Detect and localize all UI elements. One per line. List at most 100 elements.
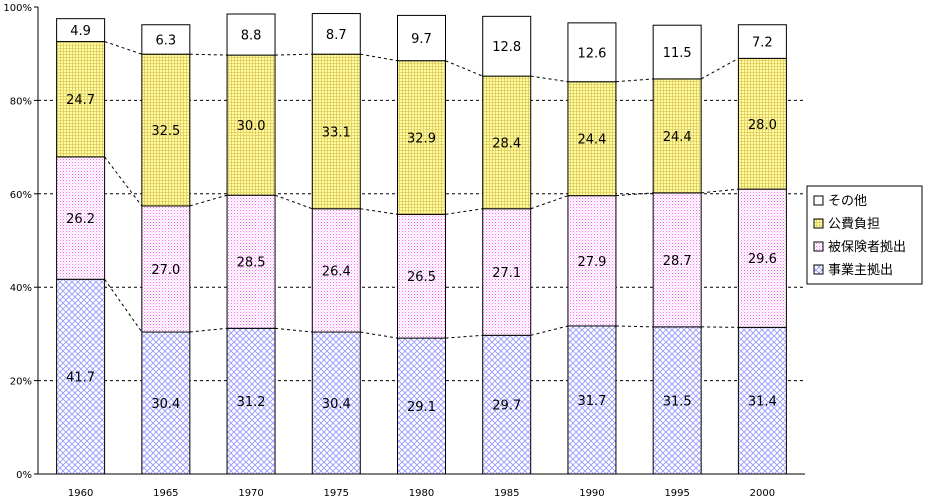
bar-other (737, 24, 787, 59)
bar-public (397, 60, 446, 215)
bar-public (482, 75, 532, 210)
series-line (700, 57, 739, 80)
x-tick-label: 1985 (494, 488, 519, 499)
bar-employer (482, 334, 532, 475)
data-label-employer: 30.4 (151, 397, 180, 412)
bar-public (141, 53, 191, 207)
bar-insured (141, 205, 191, 333)
data-label-other: 4.9 (70, 24, 91, 39)
y-tick-label: 40% (10, 283, 32, 294)
bar-other (567, 22, 617, 83)
data-label-employer: 29.1 (407, 400, 436, 415)
data-label-public: 24.4 (577, 133, 606, 148)
y-tick-label: 100% (3, 3, 32, 14)
bar-employer (397, 337, 446, 475)
legend-label-insured: 被保険者拠出 (828, 240, 906, 255)
bar-insured (482, 208, 532, 336)
legend-item-public: 公費負担 (813, 217, 880, 232)
legend-item-employer: 事業主拠出 (813, 262, 893, 278)
y-tick-label: 0% (16, 470, 32, 481)
legend-item-other: その他 (813, 194, 867, 209)
data-label-other: 12.6 (577, 46, 606, 61)
legend-label-employer: 事業主拠出 (828, 262, 893, 278)
y-tick-label: 60% (10, 190, 32, 201)
data-label-public: 24.4 (663, 130, 692, 145)
series-line (360, 331, 398, 339)
series-line (104, 156, 143, 207)
series-line (445, 60, 483, 77)
data-label-other: 7.2 (752, 36, 773, 51)
data-label-other: 11.5 (663, 46, 692, 61)
legend-item-insured: 被保険者拠出 (813, 240, 906, 255)
x-tick-label: 1960 (68, 488, 93, 499)
data-label-employer: 31.7 (577, 394, 606, 409)
x-tick-label: 1975 (324, 488, 349, 499)
data-label-employer: 31.4 (748, 395, 777, 410)
bar-other (56, 18, 106, 43)
x-tick-label: 1990 (579, 488, 604, 499)
x-tick-label: 1970 (238, 488, 263, 499)
data-label-other: 12.8 (492, 40, 521, 55)
y-tick-label: 80% (10, 96, 32, 107)
data-label-insured: 27.9 (577, 255, 606, 270)
data-label-public: 32.9 (407, 132, 436, 147)
series-line (615, 78, 654, 83)
data-label-insured: 27.1 (492, 266, 521, 281)
bar-other (652, 24, 702, 80)
series-line (189, 53, 228, 56)
series-line (189, 327, 228, 333)
series-line (189, 194, 228, 207)
bar-public (311, 53, 361, 210)
data-label-employer: 31.5 (663, 394, 692, 409)
legend-swatch-insured (813, 241, 824, 252)
bar-employer (737, 326, 787, 475)
legend-swatch-public (813, 218, 824, 229)
bar-insured (56, 156, 106, 280)
bar-public (652, 78, 702, 194)
bar-other (141, 24, 191, 55)
data-label-insured: 27.0 (151, 263, 180, 278)
data-label-public: 32.5 (151, 124, 180, 139)
legend-label-other: その他 (828, 194, 867, 209)
series-line (530, 325, 569, 336)
series-line (104, 41, 142, 55)
bar-employer (567, 325, 617, 475)
series-line (530, 195, 569, 210)
series-line (360, 53, 398, 62)
bar-other (397, 14, 446, 62)
data-label-insured: 28.5 (237, 256, 266, 271)
plot-area: 0% 20% 40% 60% 80% 100% 41.7 26.2 24.7 4.9 1960 30.… (3, 3, 805, 499)
bar-insured (397, 213, 446, 339)
x-tick-label: 2000 (750, 488, 775, 499)
data-label-public: 33.1 (322, 125, 351, 140)
bar-public (567, 81, 617, 197)
bar-insured (311, 208, 361, 333)
data-label-other: 6.3 (155, 33, 176, 48)
data-label-public: 30.0 (237, 119, 266, 134)
series-line (274, 194, 313, 210)
data-label-insured: 28.7 (663, 254, 692, 269)
bar-insured (652, 192, 702, 328)
bar-other (482, 15, 532, 77)
data-label-other: 8.7 (326, 28, 347, 43)
series-line (701, 188, 739, 194)
bar-employer (311, 331, 361, 475)
legend-box (806, 185, 923, 285)
bar-public (56, 41, 106, 158)
data-label-public: 24.7 (66, 93, 95, 108)
data-label-employer: 41.7 (66, 371, 95, 386)
bar-public (226, 54, 276, 196)
bar-insured (737, 188, 787, 328)
data-label-public: 28.0 (748, 118, 777, 133)
data-label-insured: 29.6 (748, 252, 777, 267)
legend: その他 公費負担 被保険者拠出 事業主拠出 (806, 185, 923, 285)
legend-swatch-other (813, 195, 824, 206)
series-line (360, 208, 398, 215)
x-tick-label: 1995 (664, 488, 689, 499)
x-tick-label: 1980 (409, 488, 434, 499)
data-label-other: 9.7 (411, 32, 432, 47)
data-label-public: 28.4 (492, 136, 521, 151)
data-label-insured: 26.2 (66, 212, 95, 227)
data-label-insured: 26.5 (407, 270, 436, 285)
